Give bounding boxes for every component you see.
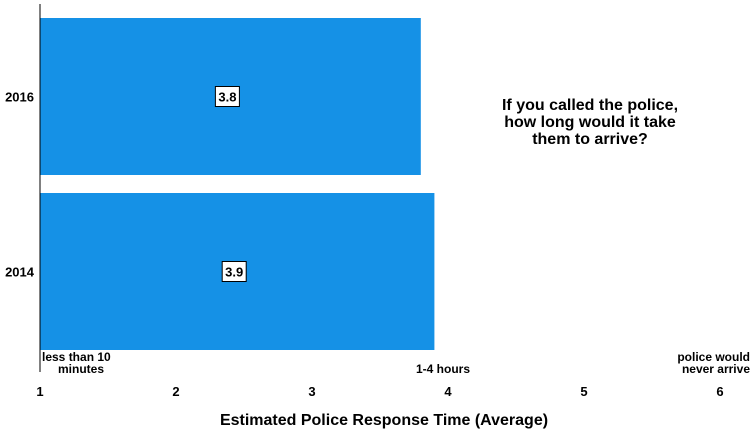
data-label-box-2016 — [214, 86, 240, 107]
x-annotation-0-line-0: less than 10 — [42, 350, 111, 364]
category-labels: 2016 2014 — [5, 90, 35, 280]
x-tick-labels: 1 2 3 4 5 6 — [36, 384, 723, 399]
x-annotation-2-line-1: never arrive — [682, 362, 750, 376]
chart-note-line-2: them to arrive? — [532, 131, 648, 148]
x-annotation-2-line-0: police would — [677, 350, 750, 364]
x-tick-1: 1 — [36, 384, 43, 399]
x-tick-4: 4 — [444, 384, 452, 399]
data-label-box-2014 — [221, 261, 247, 282]
data-label-2014: 3.9 — [225, 265, 243, 280]
chart-note: If you called the police,how long would … — [502, 97, 678, 148]
x-annotation-1-line-0: 1-4 hours — [416, 362, 470, 376]
x-tick-5: 5 — [580, 384, 587, 399]
x-tick-3: 3 — [308, 384, 315, 399]
x-axis-title: Estimated Police Response Time (Average) — [220, 412, 548, 429]
chart-note-line-0: If you called the police, — [502, 97, 678, 114]
category-label-2014: 2014 — [5, 265, 35, 280]
data-label-2016: 3.8 — [218, 90, 236, 105]
x-tick-2: 2 — [172, 384, 179, 399]
chart-note-line-1: how long would it take — [504, 114, 676, 131]
category-label-2016: 2016 — [5, 90, 34, 105]
bars-layer: 3.8 3.9 — [40, 18, 435, 350]
x-tick-6: 6 — [716, 384, 723, 399]
x-annotation-0-line-1: minutes — [58, 362, 104, 376]
